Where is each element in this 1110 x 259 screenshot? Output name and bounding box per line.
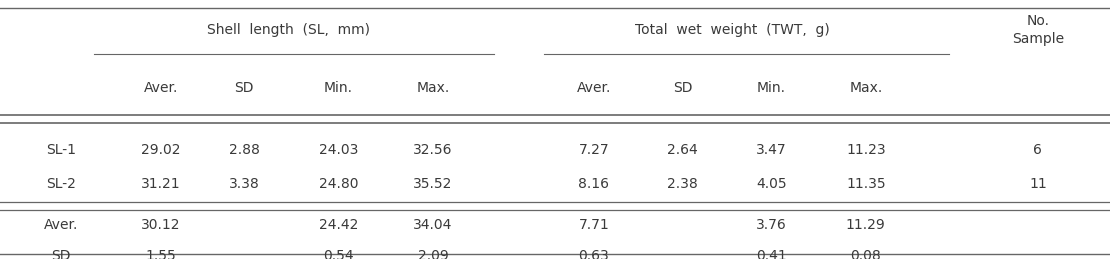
Text: 7.27: 7.27 (578, 143, 609, 157)
Text: 3.76: 3.76 (756, 218, 787, 232)
Text: 1.55: 1.55 (145, 249, 176, 259)
Text: Min.: Min. (324, 81, 353, 95)
Text: Aver.: Aver. (577, 81, 611, 95)
Text: 6: 6 (1033, 143, 1042, 157)
Text: Total  wet  weight  (TWT,  g): Total wet weight (TWT, g) (635, 23, 830, 37)
Text: 11.29: 11.29 (846, 218, 886, 232)
Text: Shell  length  (SL,  mm): Shell length (SL, mm) (208, 23, 370, 37)
Text: 24.42: 24.42 (319, 218, 359, 232)
Text: 24.80: 24.80 (319, 177, 359, 191)
Text: 34.04: 34.04 (413, 218, 453, 232)
Text: 32.56: 32.56 (413, 143, 453, 157)
Text: 11: 11 (1029, 177, 1047, 191)
Text: 24.03: 24.03 (319, 143, 359, 157)
Text: SL-1: SL-1 (46, 143, 77, 157)
Text: 0.54: 0.54 (323, 249, 354, 259)
Text: Max.: Max. (849, 81, 882, 95)
Text: Aver.: Aver. (44, 218, 78, 232)
Text: No.
Sample: No. Sample (1012, 13, 1063, 46)
Text: 35.52: 35.52 (413, 177, 453, 191)
Text: 3.47: 3.47 (756, 143, 787, 157)
Text: 11.35: 11.35 (846, 177, 886, 191)
Text: 0.63: 0.63 (578, 249, 609, 259)
Text: 11.23: 11.23 (846, 143, 886, 157)
Text: Aver.: Aver. (144, 81, 178, 95)
Text: 8.16: 8.16 (578, 177, 609, 191)
Text: 3.38: 3.38 (229, 177, 260, 191)
Text: Max.: Max. (416, 81, 450, 95)
Text: 2.64: 2.64 (667, 143, 698, 157)
Text: SD: SD (673, 81, 693, 95)
Text: SD: SD (234, 81, 254, 95)
Text: 0.08: 0.08 (850, 249, 881, 259)
Text: Min.: Min. (757, 81, 786, 95)
Text: SL-2: SL-2 (47, 177, 75, 191)
Text: 2.88: 2.88 (229, 143, 260, 157)
Text: 2.38: 2.38 (667, 177, 698, 191)
Text: 30.12: 30.12 (141, 218, 181, 232)
Text: 0.41: 0.41 (756, 249, 787, 259)
Text: 31.21: 31.21 (141, 177, 181, 191)
Text: 7.71: 7.71 (578, 218, 609, 232)
Text: 4.05: 4.05 (756, 177, 787, 191)
Text: 2.09: 2.09 (417, 249, 448, 259)
Text: 29.02: 29.02 (141, 143, 181, 157)
Text: SD: SD (51, 249, 71, 259)
